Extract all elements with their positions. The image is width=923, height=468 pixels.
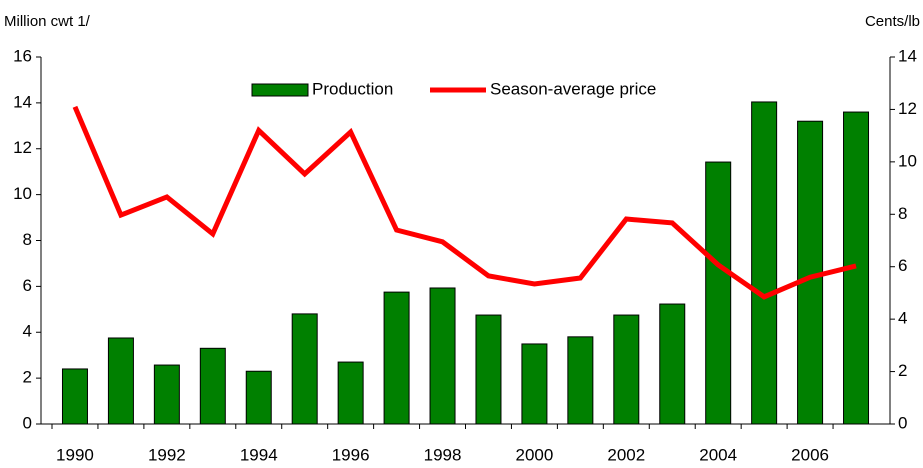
x-tick-label: 1994: [240, 445, 278, 464]
bar: [291, 313, 318, 425]
x-tick-label: 2004: [699, 445, 737, 464]
bar: [797, 120, 824, 425]
legend-label: Season-average price: [490, 79, 656, 98]
y2-tick-label: 12: [898, 99, 917, 118]
y2-tick-label: 2: [898, 361, 907, 380]
y-tick-label: 4: [23, 322, 32, 341]
y2-tick-label: 0: [898, 413, 907, 432]
x-tick-label: 2006: [791, 445, 829, 464]
bar: [705, 161, 732, 425]
bar: [429, 287, 456, 425]
bar: [659, 303, 686, 425]
x-tick-label: 1992: [148, 445, 186, 464]
y-tick-label: 8: [23, 230, 32, 249]
y2-tick-label: 6: [898, 256, 907, 275]
legend-label: Production: [312, 79, 393, 98]
legend-swatch: [251, 83, 309, 97]
y-axis-label: Million cwt 1/: [4, 13, 91, 30]
bar: [751, 101, 778, 425]
bar: [475, 314, 502, 425]
y2-tick-label: 8: [898, 204, 907, 223]
bar: [199, 347, 226, 425]
bar: [153, 364, 180, 425]
bar: [107, 337, 134, 425]
y-tick-label: 10: [13, 184, 32, 203]
bar: [383, 291, 410, 425]
y-tick-label: 0: [23, 413, 32, 432]
y2-tick-label: 14: [898, 46, 917, 65]
bar: [245, 370, 272, 425]
x-tick-label: 1996: [332, 445, 370, 464]
x-tick-label: 1990: [56, 445, 94, 464]
x-tick-label: 2000: [516, 445, 554, 464]
bar: [337, 361, 364, 425]
bar: [613, 314, 640, 425]
y-tick-label: 12: [13, 138, 32, 157]
y-tick-label: 6: [23, 276, 32, 295]
y2-tick-label: 10: [898, 151, 917, 170]
y-tick-label: 14: [13, 92, 32, 111]
price-line: [72, 105, 857, 300]
bar: [567, 336, 594, 425]
y-tick-label: 2: [23, 368, 32, 387]
y2-tick-label: 4: [898, 309, 907, 328]
x-tick-label: 2002: [607, 445, 645, 464]
bar: [61, 368, 88, 425]
y2-axis-label: Cents/lb: [865, 13, 920, 30]
x-tick-label: 1998: [424, 445, 462, 464]
bar: [521, 343, 548, 425]
y-tick-label: 16: [13, 46, 32, 65]
